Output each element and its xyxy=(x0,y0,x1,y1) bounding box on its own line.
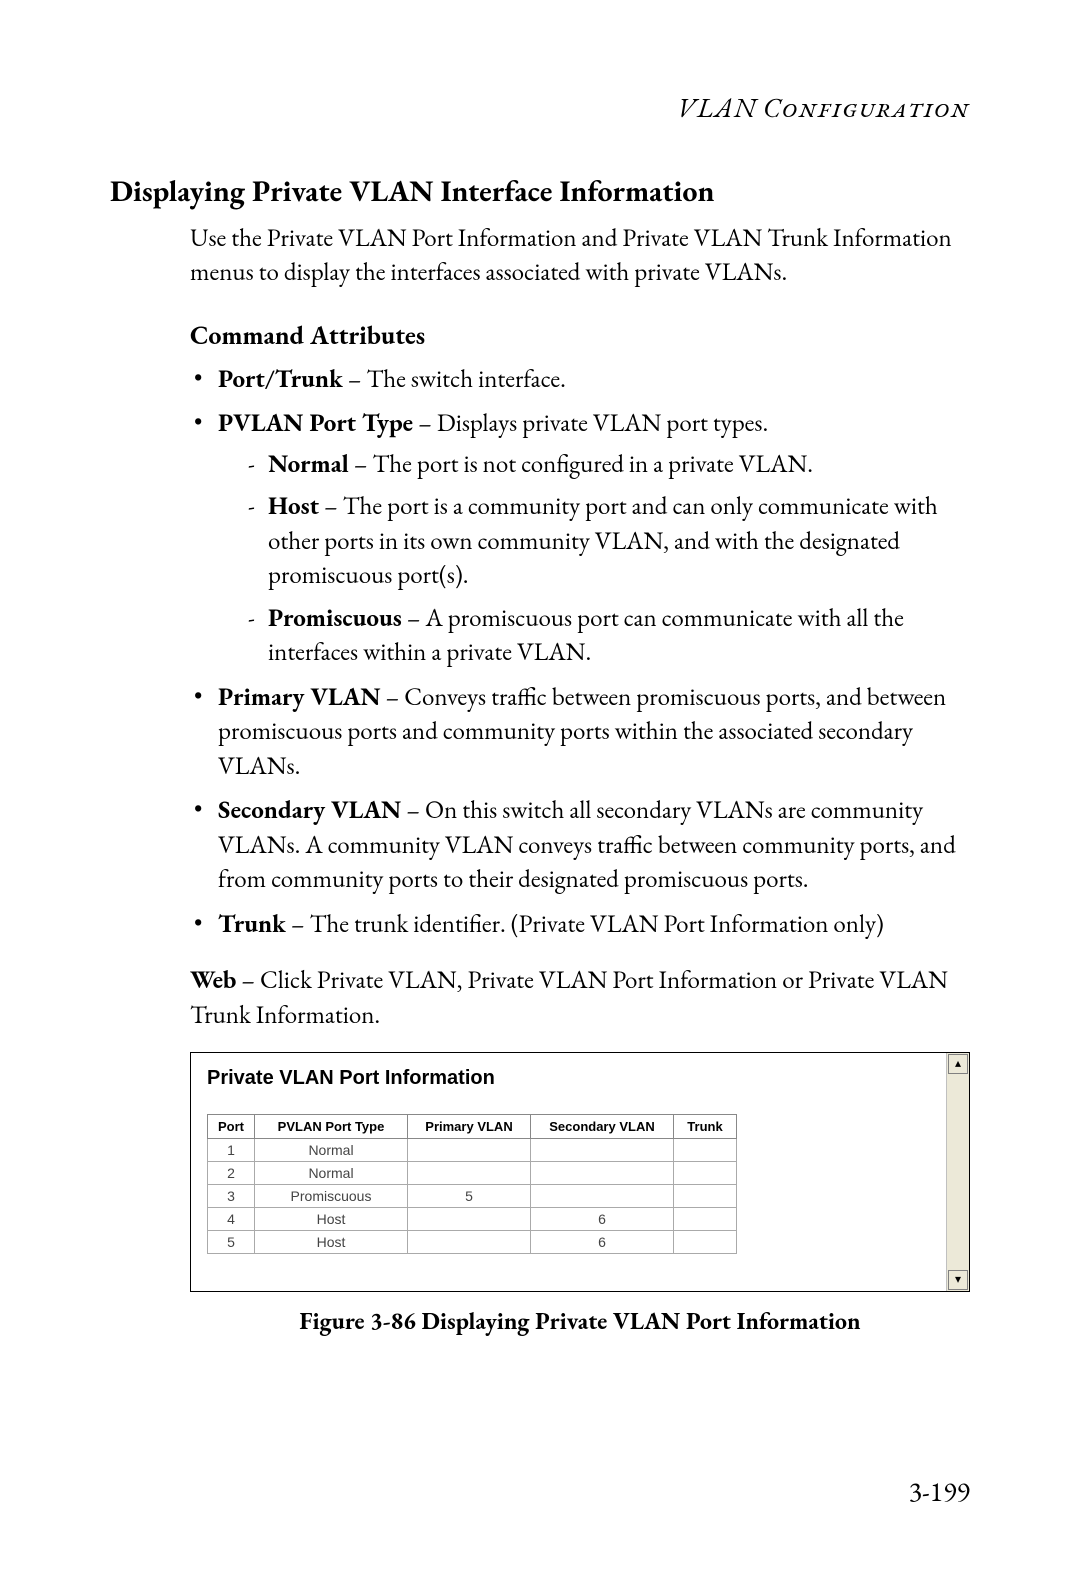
list-item: PVLAN Port Type – Displays private VLAN … xyxy=(190,406,970,670)
desc: – The port is a community port and can o… xyxy=(268,490,938,591)
cell-secondary: 6 xyxy=(531,1231,674,1254)
table-row: 1 Normal xyxy=(208,1139,737,1162)
cell-primary xyxy=(408,1139,531,1162)
list-item: Trunk – The trunk identifier. (Private V… xyxy=(190,907,970,942)
cell-trunk xyxy=(674,1139,737,1162)
desc: – Displays private VLAN port types. xyxy=(413,407,768,439)
cell-type: Promiscuous xyxy=(255,1185,408,1208)
cell-type: Normal xyxy=(255,1162,408,1185)
term: PVLAN Port Type xyxy=(218,407,413,439)
term: Promiscuous xyxy=(268,602,402,634)
table-row: 5 Host 6 xyxy=(208,1231,737,1254)
cell-port: 2 xyxy=(208,1162,255,1185)
running-head-text: VLAN Configuration xyxy=(677,90,970,126)
term: Normal xyxy=(268,448,349,480)
cell-trunk xyxy=(674,1231,737,1254)
cell-port: 3 xyxy=(208,1185,255,1208)
cell-secondary xyxy=(531,1162,674,1185)
web-paragraph: Web – Click Private VLAN, Private VLAN P… xyxy=(190,963,970,1032)
table-row: 2 Normal xyxy=(208,1162,737,1185)
list-item: Host – The port is a community port and … xyxy=(248,489,970,593)
table-header-row: Port PVLAN Port Type Primary VLAN Second… xyxy=(208,1115,737,1139)
cell-type: Host xyxy=(255,1231,408,1254)
scroll-down-button[interactable]: ▾ xyxy=(948,1270,968,1290)
desc: – The trunk identifier. (Private VLAN Po… xyxy=(286,908,884,940)
sub-list: Normal – The port is not configured in a… xyxy=(218,447,970,670)
scrollbar[interactable]: ▴ ▾ xyxy=(946,1053,969,1291)
web-label: Web xyxy=(190,964,236,996)
cell-primary xyxy=(408,1162,531,1185)
list-item: Normal – The port is not configured in a… xyxy=(248,447,970,482)
table-row: 4 Host 6 xyxy=(208,1208,737,1231)
table-row: 3 Promiscuous 5 xyxy=(208,1185,737,1208)
cell-port: 4 xyxy=(208,1208,255,1231)
col-header: Trunk xyxy=(674,1115,737,1139)
cell-primary: 5 xyxy=(408,1185,531,1208)
term: Host xyxy=(268,490,319,522)
arrow-down-icon: ▾ xyxy=(955,1272,961,1286)
col-header: PVLAN Port Type xyxy=(255,1115,408,1139)
term: Port/Trunk xyxy=(218,363,343,395)
body-content: Use the Private VLAN Port Information an… xyxy=(110,222,970,1337)
col-header: Primary VLAN xyxy=(408,1115,531,1139)
cell-secondary xyxy=(531,1185,674,1208)
cell-port: 5 xyxy=(208,1231,255,1254)
cell-port: 1 xyxy=(208,1139,255,1162)
scroll-up-button[interactable]: ▴ xyxy=(948,1054,968,1074)
term: Primary VLAN xyxy=(218,681,381,713)
cell-secondary: 6 xyxy=(531,1208,674,1231)
pvlan-table: Port PVLAN Port Type Primary VLAN Second… xyxy=(207,1114,737,1254)
screenshot-title: Private VLAN Port Information xyxy=(207,1067,935,1090)
cell-primary xyxy=(408,1231,531,1254)
document-page: VLAN Configuration Displaying Private VL… xyxy=(0,0,1080,1570)
page-number: 3-199 xyxy=(909,1474,970,1510)
lead-paragraph: Use the Private VLAN Port Information an… xyxy=(190,222,970,290)
list-item: Primary VLAN – Conveys traffic between p… xyxy=(190,680,970,784)
cell-type: Host xyxy=(255,1208,408,1231)
col-header: Port xyxy=(208,1115,255,1139)
cell-trunk xyxy=(674,1162,737,1185)
web-text: – Click Private VLAN, Private VLAN Port … xyxy=(190,964,948,1031)
col-header: Secondary VLAN xyxy=(531,1115,674,1139)
section-title: Displaying Private VLAN Interface Inform… xyxy=(110,171,970,210)
running-head: VLAN Configuration xyxy=(110,90,970,126)
arrow-up-icon: ▴ xyxy=(955,1056,961,1070)
cell-trunk xyxy=(674,1208,737,1231)
cell-primary xyxy=(408,1208,531,1231)
term: Secondary VLAN xyxy=(218,794,401,826)
screenshot-panel: Private VLAN Port Information Port PVLAN… xyxy=(190,1052,970,1292)
list-item: Port/Trunk – The switch interface. xyxy=(190,362,970,397)
subheading: Command Attributes xyxy=(190,318,970,352)
list-item: Secondary VLAN – On this switch all seco… xyxy=(190,793,970,897)
screenshot-content: Private VLAN Port Information Port PVLAN… xyxy=(191,1053,945,1291)
term: Trunk xyxy=(218,908,286,940)
desc: – The port is not configured in a privat… xyxy=(349,448,813,480)
figure-caption: Figure 3-86 Displaying Private VLAN Port… xyxy=(190,1306,970,1337)
attributes-list: Port/Trunk – The switch interface. PVLAN… xyxy=(190,362,970,942)
cell-type: Normal xyxy=(255,1139,408,1162)
list-item: Promiscuous – A promiscuous port can com… xyxy=(248,601,970,670)
desc: – The switch interface. xyxy=(343,363,566,395)
cell-secondary xyxy=(531,1139,674,1162)
cell-trunk xyxy=(674,1185,737,1208)
